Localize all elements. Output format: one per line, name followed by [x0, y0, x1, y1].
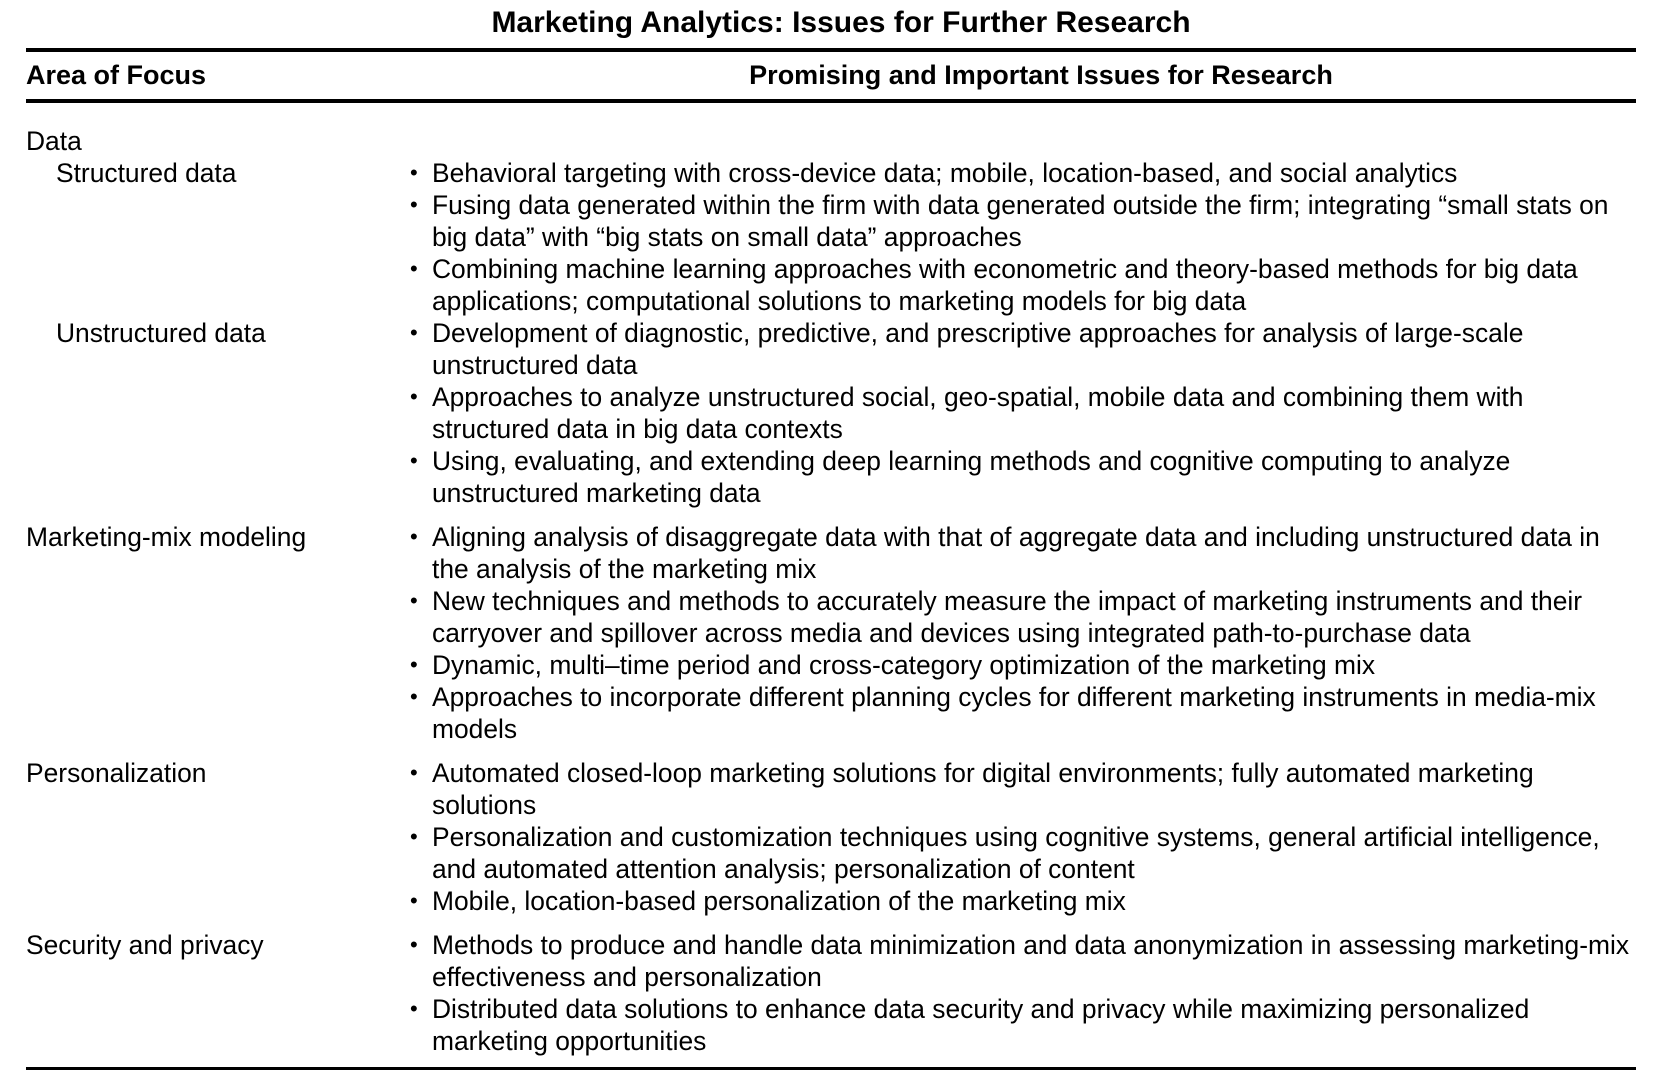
list-item: • Combining machine learning approaches w…: [410, 253, 1636, 317]
table-row: Security and privacy • Methods to produce…: [26, 929, 1636, 1057]
list-item: • Aligning analysis of disaggregate data …: [410, 521, 1636, 585]
area-label-marketing-mix-modeling: Marketing-mix modeling: [26, 522, 307, 552]
list-item: • Dynamic, multi–time period and cross-ca…: [410, 649, 1636, 681]
area-label-structured-data: Structured data: [56, 158, 237, 188]
issues-list: • Automated closed-loop marketing solutio…: [410, 757, 1636, 917]
list-item: • New techniques and methods to accuratel…: [410, 585, 1636, 649]
issue-text: Automated closed-loop marketing solution…: [432, 758, 1534, 820]
bullet-icon: •: [410, 684, 418, 709]
list-item: • Fusing data generated within the firm w…: [410, 189, 1636, 253]
issue-text: Development of diagnostic, predictive, a…: [432, 318, 1524, 380]
bullet-icon: •: [410, 996, 418, 1021]
bullet-icon: •: [410, 384, 418, 409]
list-item: • Approaches to analyze unstructured soci…: [410, 381, 1636, 445]
bullet-icon: •: [410, 760, 418, 785]
list-item: • Automated closed-loop marketing solutio…: [410, 757, 1636, 821]
list-item: • Development of diagnostic, predictive, …: [410, 317, 1636, 381]
issue-text: Mobile, location-based personalization o…: [432, 886, 1126, 916]
table-row: Personalization • Automated closed-loop m…: [26, 757, 1636, 917]
issue-text: New techniques and methods to accurately…: [432, 586, 1583, 648]
issue-text: Aligning analysis of disaggregate data w…: [432, 522, 1600, 584]
area-label-personalization: Personalization: [26, 758, 207, 788]
issues-list: • Aligning analysis of disaggregate data …: [410, 521, 1636, 745]
bullet-icon: •: [410, 588, 418, 613]
issue-text: Fusing data generated within the firm wi…: [432, 190, 1609, 252]
bullet-icon: •: [410, 448, 418, 473]
issues-list: • Behavioral targeting with cross-device …: [410, 157, 1636, 317]
list-item: • Behavioral targeting with cross-device …: [410, 157, 1636, 189]
area-label-security-and-privacy: Security and privacy: [26, 930, 264, 960]
issue-text: Methods to produce and handle data minim…: [432, 930, 1630, 992]
table-title: Marketing Analytics: Issues for Further …: [491, 6, 1191, 39]
top-rule: [26, 48, 1636, 52]
table-row: Marketing-mix modeling • Aligning analysi…: [26, 521, 1636, 745]
issue-text: Dynamic, multi–time period and cross-cat…: [432, 650, 1376, 680]
bullet-icon: •: [410, 652, 418, 677]
table-header-row: Area of Focus Promising and Important Is…: [26, 52, 1636, 99]
issue-text: Approaches to analyze unstructured socia…: [432, 382, 1524, 444]
issue-text: Using, evaluating, and extending deep le…: [432, 446, 1511, 508]
list-item: • Personalization and customization techn…: [410, 821, 1636, 885]
issues-list: • Development of diagnostic, predictive, …: [410, 317, 1636, 509]
issue-text: Approaches to incorporate different plan…: [432, 682, 1596, 744]
bullet-icon: •: [410, 320, 418, 345]
area-label-data: Data: [26, 126, 82, 156]
bottom-rule: [26, 1067, 1636, 1070]
area-label-unstructured-data: Unstructured data: [56, 318, 266, 348]
list-item: • Approaches to incorporate different pla…: [410, 681, 1636, 745]
list-item: • Distributed data solutions to enhance d…: [410, 993, 1636, 1057]
table-row: Structured data • Behavioral targeting wi…: [26, 157, 1636, 317]
bullet-icon: •: [410, 256, 418, 281]
bullet-icon: •: [410, 160, 418, 185]
issue-text: Distributed data solutions to enhance da…: [432, 994, 1530, 1056]
table-row: Unstructured data • Development of diagno…: [26, 317, 1636, 509]
bullet-icon: •: [410, 524, 418, 549]
research-issues-table: Marketing Analytics: Issues for Further …: [26, 0, 1636, 1070]
list-item: • Mobile, location-based personalization …: [410, 885, 1636, 917]
issues-list: • Methods to produce and handle data mini…: [410, 929, 1636, 1057]
bullet-icon: •: [410, 888, 418, 913]
bullet-icon: •: [410, 932, 418, 957]
bullet-icon: •: [410, 192, 418, 217]
header-rule: [26, 99, 1636, 103]
issue-text: Combining machine learning approaches wi…: [432, 254, 1578, 316]
list-item: • Methods to produce and handle data mini…: [410, 929, 1636, 993]
header-issues: Promising and Important Issues for Resea…: [749, 60, 1333, 90]
header-area-of-focus: Area of Focus: [26, 60, 207, 90]
bullet-icon: •: [410, 824, 418, 849]
table-body: Data Structured data • Behavioral targeti…: [26, 103, 1636, 1067]
list-item: • Using, evaluating, and extending deep l…: [410, 445, 1636, 509]
issue-text: Behavioral targeting with cross-device d…: [432, 158, 1458, 188]
issue-text: Personalization and customization techni…: [432, 822, 1600, 884]
